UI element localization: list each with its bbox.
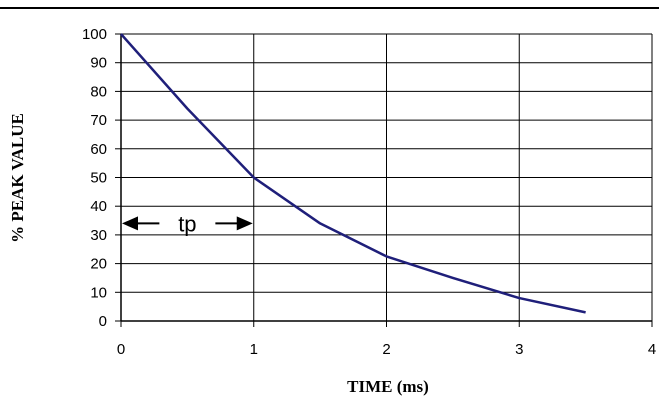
y-tick-label: 40 — [90, 198, 107, 215]
grid — [121, 33, 653, 321]
annotation-arrow-left-head — [122, 216, 138, 231]
series-line — [120, 33, 586, 314]
x-tick-label: 1 — [250, 341, 258, 358]
y-axis-title: % PEAK VALUE — [8, 113, 27, 243]
x-tick-label: 3 — [515, 341, 523, 358]
y-tick-label: 70 — [90, 112, 107, 129]
tick-labels: 0 10 20 30 40 50 60 70 80 90 100 0 1 2 3 4 — [82, 26, 656, 358]
series — [120, 33, 586, 314]
y-tick-label: 80 — [90, 83, 107, 100]
annotations: tp — [122, 211, 253, 236]
y-tick-label: 30 — [90, 227, 107, 244]
axes — [115, 33, 653, 327]
annotation-label: tp — [178, 211, 196, 236]
y-tick-label: 20 — [90, 256, 107, 273]
y-tick-label: 90 — [90, 55, 107, 72]
x-tick-label: 2 — [382, 341, 390, 358]
y-tick-label: 100 — [82, 26, 107, 43]
y-tick-label: 0 — [99, 313, 107, 330]
y-tick-label: 10 — [90, 284, 107, 301]
annotation-arrow-right-head — [236, 216, 253, 231]
y-tick-label: 60 — [90, 141, 107, 158]
x-axis-title: TIME (ms) — [347, 377, 429, 396]
x-tick-label: 0 — [117, 341, 125, 358]
x-tick-label: 4 — [648, 341, 656, 358]
y-tick-label: 50 — [90, 170, 107, 187]
